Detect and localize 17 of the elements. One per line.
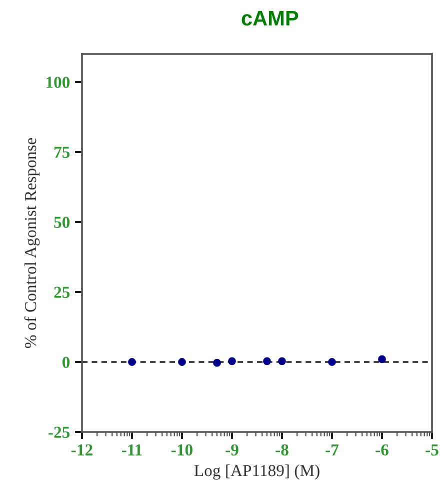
x-axis-title: Log [AP1189] (M) [194,464,320,480]
y-tick-label: 75 [54,146,70,158]
x-tick-label: -7 [326,444,339,456]
x-tick-label: -6 [376,444,388,456]
y-tick-label: 0 [62,356,70,368]
x-tick-label: -5 [426,444,438,456]
x-tick-label: -9 [226,444,238,456]
y-tick-label: 25 [54,286,70,298]
y-tick-label: 50 [54,216,70,228]
x-tick-label: -8 [276,444,288,456]
y-tick-label: -25 [48,426,70,438]
x-tick-label: -12 [72,444,92,456]
y-tick-label: 100 [46,76,70,88]
y-axis-title: % of Control Agonist Response [24,138,40,348]
chart-title: cAMP [242,11,298,26]
x-tick-label: -10 [172,444,192,456]
x-tick-label: -11 [122,444,142,456]
